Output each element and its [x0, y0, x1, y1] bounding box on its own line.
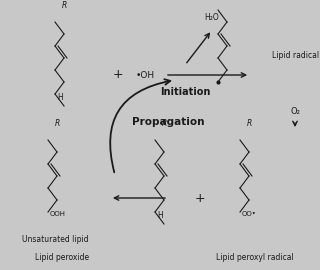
Text: O₂: O₂ [290, 107, 300, 116]
Text: Initiation: Initiation [160, 87, 210, 97]
Text: Lipid peroxide: Lipid peroxide [35, 254, 89, 262]
Text: OO•: OO• [242, 211, 257, 217]
Text: H₂O: H₂O [204, 14, 220, 22]
Text: Propagation: Propagation [132, 117, 204, 127]
Text: H: H [57, 93, 63, 102]
Text: R: R [246, 119, 252, 128]
Text: R: R [61, 1, 67, 10]
Text: •OH: •OH [135, 70, 155, 79]
Text: Lipid peroxyl radical: Lipid peroxyl radical [216, 254, 294, 262]
Text: +: + [113, 69, 123, 82]
Text: OOH: OOH [50, 211, 66, 217]
Text: R: R [161, 119, 167, 128]
Text: Unsaturated lipid: Unsaturated lipid [22, 235, 88, 245]
Text: R: R [54, 119, 60, 128]
FancyArrowPatch shape [110, 79, 170, 172]
Text: Lipid radical: Lipid radical [272, 50, 319, 59]
Text: +: + [195, 191, 205, 204]
Text: H: H [157, 211, 163, 220]
